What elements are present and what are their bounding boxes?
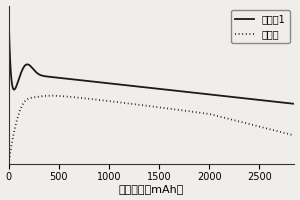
实施例1 bbox=[230, 96, 233, 98]
实施例1 bbox=[133, 85, 136, 87]
Line: 实施例1: 实施例1 bbox=[9, 13, 294, 104]
对比例 bbox=[235, 120, 239, 122]
实施例1 bbox=[203, 93, 207, 95]
实施例1 bbox=[36, 72, 40, 75]
对比例 bbox=[133, 103, 136, 105]
Line: 对比例: 对比例 bbox=[9, 96, 294, 164]
对比例 bbox=[7, 163, 10, 165]
对比例 bbox=[123, 102, 126, 104]
实施例1 bbox=[292, 103, 296, 105]
对比例 bbox=[230, 118, 234, 121]
对比例 bbox=[50, 95, 53, 97]
Legend: 实施例1, 对比例: 实施例1, 对比例 bbox=[231, 10, 290, 43]
对比例 bbox=[203, 112, 207, 115]
实施例1 bbox=[7, 12, 10, 14]
对比例 bbox=[292, 134, 296, 137]
实施例1 bbox=[122, 84, 126, 86]
对比例 bbox=[36, 96, 40, 98]
X-axis label: 电池容量（mAh）: 电池容量（mAh） bbox=[119, 184, 184, 194]
实施例1 bbox=[235, 96, 238, 99]
